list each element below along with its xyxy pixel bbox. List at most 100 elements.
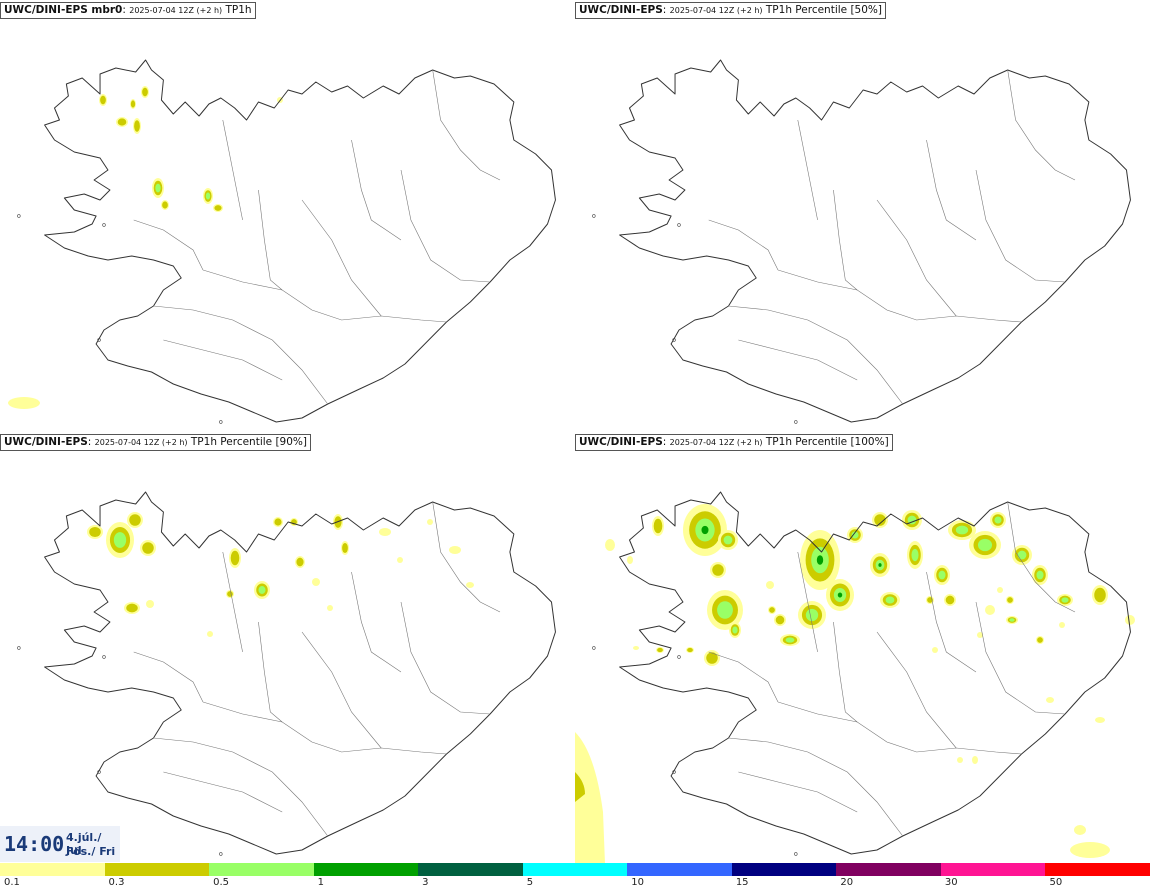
- coastline: [619, 491, 1131, 855]
- legend-swatch: [1045, 863, 1150, 876]
- iceland-coastline-icon: [17, 59, 556, 424]
- legend-swatch: [0, 863, 106, 876]
- legend-swatch: [418, 863, 524, 876]
- precip-area: [296, 557, 304, 567]
- precip-area: [805, 608, 819, 622]
- precip-area: [785, 637, 795, 643]
- precip-area: [972, 756, 978, 764]
- precip-area: [1094, 587, 1106, 603]
- legend-swatch: [836, 863, 942, 876]
- precip-area: [397, 557, 403, 563]
- boundary-line: [432, 69, 501, 181]
- boundary-line: [351, 139, 402, 241]
- precip-area: [113, 532, 127, 548]
- precip-area: [932, 647, 938, 653]
- legend-swatch: [104, 863, 210, 876]
- boundary-line: [833, 189, 858, 291]
- precip-area: [911, 548, 919, 562]
- precip-area: [816, 555, 824, 565]
- valid-time-box: 14:00 4.júl./ Jul Fös./ Fri: [0, 826, 120, 862]
- boundary-line: [728, 305, 903, 405]
- legend-tick-label: 0.1: [4, 877, 20, 888]
- boundary-line: [258, 621, 283, 723]
- boundary-line: [708, 651, 779, 703]
- boundary-line: [222, 119, 243, 221]
- boundary-line: [202, 701, 447, 755]
- boundary-line: [926, 139, 977, 241]
- precip-area: [657, 647, 663, 653]
- precip-area: [874, 514, 886, 526]
- precip-area: [142, 542, 154, 554]
- boundary-line: [738, 771, 858, 813]
- boundary-line: [708, 219, 779, 271]
- island: [17, 214, 21, 218]
- precip-area: [134, 120, 140, 132]
- island: [592, 646, 596, 650]
- valid-time: 14:00: [4, 832, 65, 856]
- map-panel-p50: UWC/DINI-EPS: 2025-07-04 12Z (+2 h) TP1h…: [575, 0, 1150, 432]
- boundary-line: [975, 601, 1066, 715]
- island: [102, 655, 106, 659]
- precip-area: [701, 525, 709, 535]
- island: [592, 214, 596, 218]
- precip-area: [8, 397, 40, 409]
- boundary-line: [400, 601, 491, 715]
- precip-area: [837, 592, 843, 598]
- boundary-line: [833, 621, 858, 723]
- island: [97, 338, 101, 342]
- precip-area: [687, 647, 693, 653]
- island: [677, 655, 681, 659]
- precip-area: [117, 118, 127, 126]
- map-panel-p90: UWC/DINI-EPS: 2025-07-04 12Z (+2 h) TP1h…: [0, 432, 575, 864]
- panel-title: UWC/DINI-EPS: 2025-07-04 12Z (+2 h) TP1h…: [0, 434, 311, 451]
- island: [219, 420, 223, 424]
- map-panel-p100: UWC/DINI-EPS: 2025-07-04 12Z (+2 h) TP1h…: [575, 432, 1150, 864]
- precip-area: [1125, 615, 1135, 625]
- boundary-line: [777, 269, 1022, 323]
- boundary-line: [1007, 501, 1076, 613]
- precip-area: [142, 87, 148, 97]
- precip-area: [732, 626, 738, 634]
- boundary-line: [400, 169, 491, 283]
- precip-area: [766, 581, 774, 589]
- precip-area: [207, 631, 213, 637]
- precip-area: [885, 596, 895, 604]
- precip-area: [633, 646, 639, 650]
- legend-tick-label: 0.3: [108, 877, 125, 888]
- precip-area: [1036, 570, 1044, 580]
- island: [794, 420, 798, 424]
- legend-swatch: [522, 863, 628, 876]
- precip-area: [945, 595, 955, 605]
- precip-area: [155, 183, 161, 193]
- precip-area: [706, 652, 718, 664]
- precip-overlay: [8, 86, 283, 409]
- precip-area: [627, 556, 633, 564]
- precip-area: [162, 201, 168, 209]
- island: [672, 338, 676, 342]
- precip-area: [146, 600, 154, 608]
- precip-area: [769, 607, 775, 613]
- legend-tick-label: 20: [840, 877, 854, 888]
- island: [672, 770, 676, 774]
- boundary-line: [153, 305, 328, 405]
- island: [97, 770, 101, 774]
- precip-area: [312, 578, 320, 586]
- precip-area: [977, 538, 993, 552]
- precip-area: [957, 757, 963, 763]
- precip-overlay: [575, 504, 1135, 864]
- legend-tick-label: 5: [526, 877, 534, 888]
- map-canvas: [17, 491, 556, 856]
- precip-area: [227, 591, 233, 597]
- map-panel-member0: UWC/DINI-EPS mbr0: 2025-07-04 12Z (+2 h)…: [0, 0, 575, 432]
- legend-tick-label: 30: [944, 877, 958, 888]
- precip-area: [955, 525, 969, 535]
- precip-area: [1017, 550, 1027, 560]
- precip-area: [129, 514, 141, 526]
- precip-area: [466, 582, 474, 588]
- panel-title: UWC/DINI-EPS mbr0: 2025-07-04 12Z (+2 h)…: [0, 2, 256, 19]
- boundary-line: [301, 631, 382, 749]
- precip-area: [977, 632, 983, 638]
- precip-area: [575, 772, 585, 802]
- legend-tick-label: 10: [631, 877, 644, 888]
- boundary-line: [432, 501, 501, 613]
